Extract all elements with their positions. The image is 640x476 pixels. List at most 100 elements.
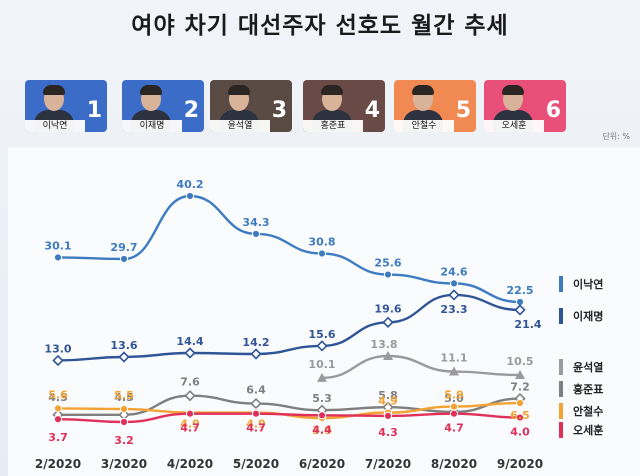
legend-swatch bbox=[559, 276, 563, 292]
candidate-rank: 3 bbox=[271, 98, 287, 123]
data-label: 4.9 bbox=[180, 418, 200, 431]
data-point bbox=[316, 340, 328, 352]
candidate-name: 홍준표 bbox=[303, 120, 363, 132]
candidate-name: 이재명 bbox=[122, 120, 182, 132]
data-label: 13.8 bbox=[370, 338, 397, 351]
candidate-rank: 5 bbox=[455, 98, 471, 123]
data-label: 5.9 bbox=[444, 389, 464, 402]
data-point bbox=[448, 289, 460, 301]
data-point bbox=[383, 270, 393, 279]
data-label: 10.5 bbox=[506, 355, 533, 368]
x-tick-label: 5/2020 bbox=[233, 457, 279, 471]
candidate-name: 윤석열 bbox=[210, 120, 270, 132]
data-point bbox=[119, 417, 129, 427]
series-line bbox=[57, 412, 521, 424]
legend-swatch bbox=[559, 422, 563, 438]
data-label: 3.7 bbox=[48, 431, 68, 444]
candidate-rank: 1 bbox=[86, 98, 102, 123]
data-point bbox=[449, 366, 459, 376]
candidate-card: 1 이낙연 bbox=[25, 80, 107, 132]
data-label: 6.4 bbox=[246, 384, 266, 397]
x-tick-label: 4/2020 bbox=[167, 457, 213, 471]
data-label: 4.9 bbox=[246, 418, 266, 431]
data-label: 25.6 bbox=[374, 257, 401, 270]
legend-label: 오세훈 bbox=[573, 423, 603, 437]
data-label: 5.6 bbox=[48, 388, 68, 401]
data-label: 19.6 bbox=[374, 302, 401, 315]
candidate-name: 안철수 bbox=[394, 120, 454, 132]
data-label: 13.6 bbox=[110, 339, 137, 352]
legend-label: 안철수 bbox=[573, 404, 603, 418]
candidate-rank: 4 bbox=[364, 98, 380, 123]
data-point bbox=[53, 253, 63, 262]
data-point bbox=[184, 390, 196, 402]
legend-swatch bbox=[559, 308, 563, 324]
data-point bbox=[53, 404, 63, 413]
data-point bbox=[449, 279, 459, 288]
legend-label: 윤석열 bbox=[573, 360, 603, 374]
data-point bbox=[317, 372, 327, 382]
data-point bbox=[53, 415, 63, 424]
candidate-rank: 2 bbox=[183, 98, 199, 123]
data-label: 15.6 bbox=[308, 328, 335, 341]
data-label: 34.3 bbox=[242, 216, 269, 229]
legend-label: 홍준표 bbox=[573, 382, 603, 396]
chart-title: 여야 차기 대선주자 선호도 월간 추세 bbox=[131, 13, 509, 39]
x-tick-label: 3/2020 bbox=[101, 457, 147, 471]
candidate-card: 3 윤석열 bbox=[210, 80, 292, 132]
candidate-card: 5 안철수 bbox=[394, 80, 476, 132]
data-label: 4.0 bbox=[510, 426, 530, 439]
data-label: 14.2 bbox=[242, 336, 269, 349]
data-label: 4.7 bbox=[444, 422, 464, 435]
data-point bbox=[515, 398, 525, 408]
data-point bbox=[317, 411, 327, 420]
data-point bbox=[515, 370, 525, 379]
data-label: 14.4 bbox=[176, 335, 203, 348]
data-label: 30.1 bbox=[44, 239, 71, 252]
x-tick-label: 9/2020 bbox=[497, 457, 543, 471]
data-point bbox=[251, 229, 261, 239]
data-label: 4.3 bbox=[378, 426, 398, 439]
data-point bbox=[118, 351, 130, 363]
candidate-rank: 6 bbox=[545, 98, 561, 123]
data-point bbox=[250, 397, 262, 410]
data-label: 5.3 bbox=[312, 392, 332, 405]
data-point bbox=[251, 409, 261, 418]
data-label: 4.9 bbox=[378, 395, 398, 408]
legend-label: 이재명 bbox=[573, 309, 603, 323]
data-label: 23.3 bbox=[440, 303, 467, 316]
candidate-card: 6 오세훈 bbox=[484, 80, 566, 132]
data-label: 4.7 bbox=[246, 422, 266, 435]
data-point bbox=[383, 411, 393, 420]
unit-label: 단위: % bbox=[602, 132, 630, 141]
data-label: 3.2 bbox=[114, 434, 134, 447]
data-point bbox=[515, 413, 525, 422]
candidate-card: 4 홍준표 bbox=[303, 80, 385, 132]
series-line bbox=[57, 194, 521, 304]
candidate-card: 2 이재명 bbox=[122, 80, 204, 132]
x-tick-label: 2/2020 bbox=[35, 457, 81, 471]
series-line bbox=[321, 354, 521, 380]
candidate-name: 이낙연 bbox=[25, 120, 85, 132]
data-label: 11.1 bbox=[440, 352, 467, 365]
data-label: 3.9 bbox=[312, 424, 332, 437]
data-label: 5.8 bbox=[378, 389, 398, 402]
data-label: 7.6 bbox=[180, 376, 200, 389]
data-label: 13.0 bbox=[44, 342, 71, 355]
data-point bbox=[185, 191, 195, 201]
data-label: 4.4 bbox=[312, 423, 332, 436]
data-label: 5.0 bbox=[444, 392, 464, 405]
data-point bbox=[317, 249, 327, 258]
legend-swatch bbox=[559, 359, 563, 375]
data-point bbox=[119, 404, 129, 414]
data-label: 22.5 bbox=[506, 284, 533, 297]
data-label: 40.2 bbox=[176, 178, 203, 191]
data-point bbox=[382, 316, 394, 328]
data-point bbox=[52, 354, 64, 367]
data-label: 5.5 bbox=[114, 389, 134, 402]
legend-swatch bbox=[559, 381, 563, 397]
data-label: 4.5 bbox=[114, 391, 134, 404]
legend-label: 이낙연 bbox=[573, 277, 603, 291]
x-tick-label: 7/2020 bbox=[365, 457, 411, 471]
series-line bbox=[58, 394, 521, 416]
